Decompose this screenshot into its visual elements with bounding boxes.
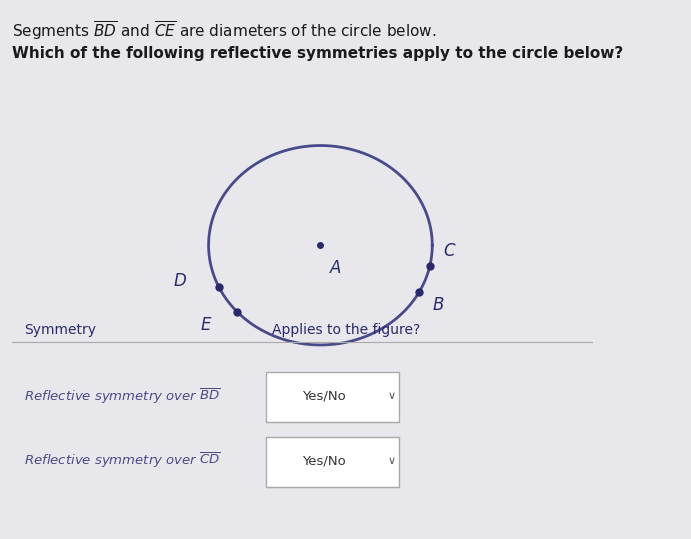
Text: Reflective symmetry over $\overline{CD}$: Reflective symmetry over $\overline{CD}$ <box>24 451 221 471</box>
Text: Which of the following reflective symmetries apply to the circle below?: Which of the following reflective symmet… <box>12 46 623 61</box>
Text: A: A <box>330 259 341 277</box>
Text: ∨: ∨ <box>388 391 396 401</box>
Text: Segments $\overline{BD}$ and $\overline{CE}$ are diameters of the circle below.: Segments $\overline{BD}$ and $\overline{… <box>12 19 437 42</box>
Text: Applies to the figure?: Applies to the figure? <box>272 323 420 337</box>
Text: Symmetry: Symmetry <box>24 323 96 337</box>
Text: Reflective symmetry over $\overline{BD}$: Reflective symmetry over $\overline{BD}$ <box>24 386 221 406</box>
Text: D: D <box>173 272 186 291</box>
Text: Yes/No: Yes/No <box>301 454 346 467</box>
Text: ∨: ∨ <box>388 456 396 466</box>
FancyBboxPatch shape <box>266 372 399 422</box>
Text: E: E <box>200 315 211 334</box>
Text: B: B <box>433 295 444 314</box>
Text: C: C <box>443 242 455 260</box>
Text: Yes/No: Yes/No <box>301 390 346 403</box>
FancyBboxPatch shape <box>266 437 399 487</box>
